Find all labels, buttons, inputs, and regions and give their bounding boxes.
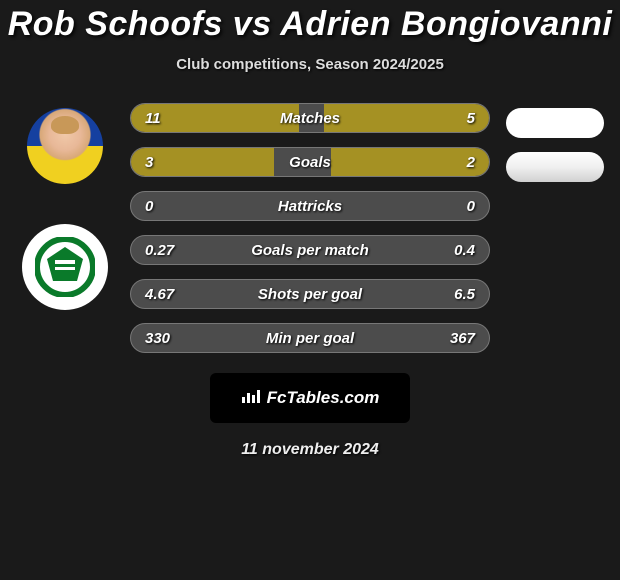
stat-label: Goals xyxy=(289,154,331,171)
stat-label: Matches xyxy=(280,110,340,127)
site-badge[interactable]: FcTables.com xyxy=(210,373,410,423)
player1-club-logo xyxy=(22,224,108,310)
chart-icon xyxy=(241,388,261,409)
stat-bars: 11 Matches 5 3 Goals 2 0 Hattricks 0 0.27 Goals pe… xyxy=(130,103,490,353)
stat-row: 11 Matches 5 xyxy=(130,103,490,133)
stat-label: Goals per match xyxy=(251,242,369,259)
stat-left-value: 330 xyxy=(145,330,170,347)
stat-left-value: 4.67 xyxy=(145,286,174,303)
player1-avatar xyxy=(27,108,103,184)
subtitle: Club competitions, Season 2024/2025 xyxy=(0,56,620,73)
stat-left-value: 3 xyxy=(145,154,153,171)
stat-row: 3 Goals 2 xyxy=(130,147,490,177)
page-title: Rob Schoofs vs Adrien Bongiovanni xyxy=(0,5,620,44)
bar-fill-right xyxy=(324,104,489,132)
comparison-card: Rob Schoofs vs Adrien Bongiovanni Club c… xyxy=(0,0,620,459)
stat-label: Shots per goal xyxy=(258,286,362,303)
stat-label: Hattricks xyxy=(278,198,342,215)
stat-label: Min per goal xyxy=(266,330,354,347)
bar-fill-right xyxy=(331,148,489,176)
stat-right-value: 5 xyxy=(467,110,475,127)
blank-pill xyxy=(506,152,604,182)
blank-pill xyxy=(506,108,604,138)
stat-row: 0 Hattricks 0 xyxy=(130,191,490,221)
stat-left-value: 0 xyxy=(145,198,153,215)
stat-right-value: 0.4 xyxy=(454,242,475,259)
stat-row: 4.67 Shots per goal 6.5 xyxy=(130,279,490,309)
stat-right-value: 0 xyxy=(467,198,475,215)
main-area: 11 Matches 5 3 Goals 2 0 Hattricks 0 0.27 Goals pe… xyxy=(0,103,620,353)
stat-right-value: 6.5 xyxy=(454,286,475,303)
stat-left-value: 11 xyxy=(145,110,161,127)
right-pills xyxy=(500,103,610,182)
stat-right-value: 2 xyxy=(467,154,475,171)
stat-left-value: 0.27 xyxy=(145,242,174,259)
left-avatars xyxy=(10,103,120,310)
site-name: FcTables.com xyxy=(267,388,380,408)
stat-row: 330 Min per goal 367 xyxy=(130,323,490,353)
stat-right-value: 367 xyxy=(450,330,475,347)
date-label: 11 november 2024 xyxy=(0,441,620,459)
stat-row: 0.27 Goals per match 0.4 xyxy=(130,235,490,265)
